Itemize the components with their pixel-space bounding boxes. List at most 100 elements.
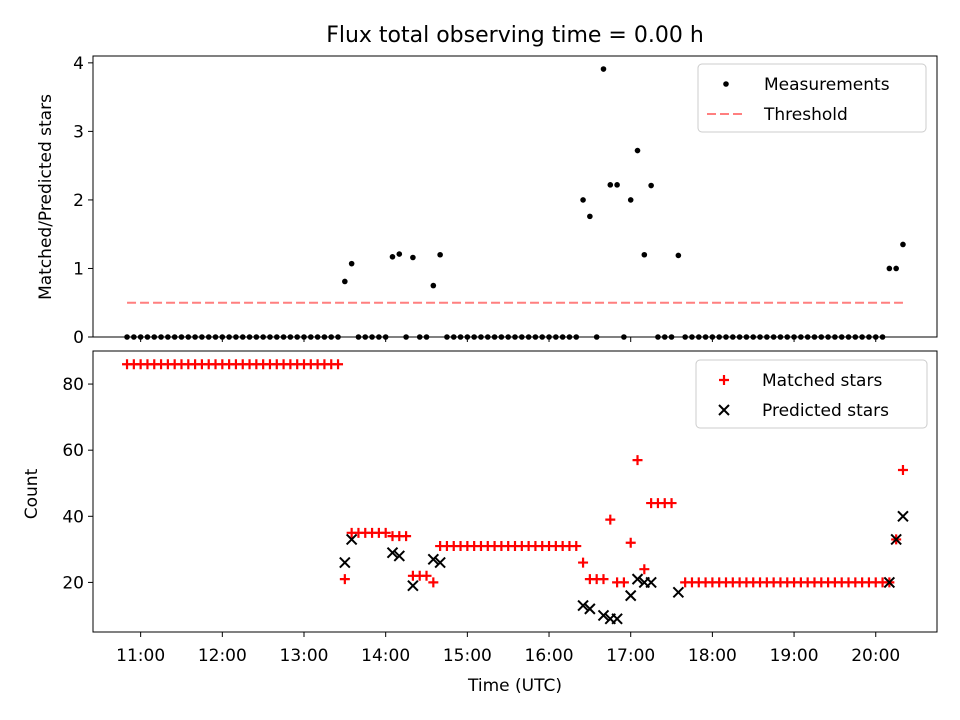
predicted-stars-marker [631,573,644,585]
y-tick-label: 4 [73,54,84,74]
measurement-point [260,334,266,340]
matched-stars-marker [571,541,582,552]
x-tick-label: 16:00 [525,646,574,666]
measurement-point [124,334,130,340]
x-tick-label: 18:00 [688,646,737,666]
measurement-point [403,334,409,340]
predicted-stars-marker [584,603,596,615]
matched-stars-marker [428,577,439,588]
measurement-point [804,334,811,340]
measurement-point [369,334,375,340]
measurement-point [478,334,484,340]
legend-dot-marker [723,81,729,87]
legend-box [695,359,928,429]
measurement-point [532,334,539,340]
matched-stars-marker [578,557,589,568]
measurement-point [280,334,287,340]
matched-stars-marker [339,574,350,585]
measurement-point [872,334,879,340]
predicted-stars-marker [393,550,405,562]
measurement-point [512,334,518,340]
legend-box [697,63,927,133]
measurement-point [546,334,552,340]
measurement-point [553,334,559,340]
legend-label: Measurements [764,75,890,95]
y-tick-label: 1 [73,259,84,279]
measurement-point [178,334,185,340]
measurement-point [614,182,620,188]
x-tick-label: 20:00 [851,646,900,666]
measurement-point [423,334,430,340]
measurement-point [314,334,321,340]
measurement-point [845,334,852,340]
measurement-point [287,334,294,340]
measurement-point [634,147,641,154]
measurement-point [233,334,239,340]
measurement-point [131,334,137,340]
measurement-point [226,334,232,340]
measurement-point [165,334,171,340]
measurement-point [519,334,525,340]
measurement-point [246,334,253,340]
top-legend: Measurements Threshold [697,63,927,133]
measurement-point [784,334,791,340]
matched-stars-marker [584,574,595,585]
measurement-point [587,213,593,220]
predicted-stars-marker [890,533,902,546]
bottom-legend: Matched stars Predicted stars [695,359,928,429]
matched-stars-marker [421,570,432,581]
measurement-point [682,334,688,340]
measurement-point [838,334,845,340]
measurement-point [764,334,770,340]
measurement-point [695,334,702,340]
measurement-point [457,334,464,340]
measurement-point [389,254,396,260]
measurement-point [525,334,532,340]
measurement-point [185,334,192,340]
y-tick-label: 60 [62,441,84,461]
measurement-point [396,251,403,257]
matched-stars-marker [380,527,391,538]
matched-stars-marker [639,564,650,575]
bottom-x-axis-label: Time (UTC) [467,676,562,696]
matched-stars-marker [625,537,636,548]
measurement-point [355,334,362,340]
x-tick-label: 13:00 [280,646,329,666]
measurement-point [539,334,546,340]
predicted-stars-marker [597,609,610,622]
measurement-point [648,182,654,189]
y-tick-label: 0 [73,328,84,348]
measurement-point [770,334,777,340]
measurement-point [192,334,198,340]
measurement-point [205,334,212,340]
measurement-point [866,334,872,340]
measurement-point [308,334,314,340]
measurement-point [879,334,886,340]
measurement-point [600,66,607,72]
measurement-point [273,334,280,340]
legend-plus-marker [719,375,729,385]
predicted-stars-marker [427,553,440,565]
measurement-point [382,334,389,340]
x-tick-label: 17:00 [606,646,655,666]
legend-label: Threshold [763,105,848,125]
measurement-point [267,334,273,340]
bottom-plot-panel: 20 40 60 80 11:00 12:00 13:00 14:00 15:00 16:00 17… [62,350,938,666]
measurement-point [716,334,722,340]
measurement-point [825,334,831,340]
predicted-stars-marker [611,613,623,625]
measurement-point [709,334,716,340]
measurement-point [342,278,348,285]
measurement-point [498,334,505,340]
measurement-point [893,265,899,272]
measurement-point [219,334,226,340]
measurement-point [437,251,443,258]
measurement-point [484,334,491,340]
measurement-point [376,334,382,340]
matched-stars-marker [401,531,412,542]
matched-stars-marker [618,577,629,588]
measurement-point [410,254,416,261]
measurement-point [294,334,300,340]
measurement-point [144,334,151,340]
